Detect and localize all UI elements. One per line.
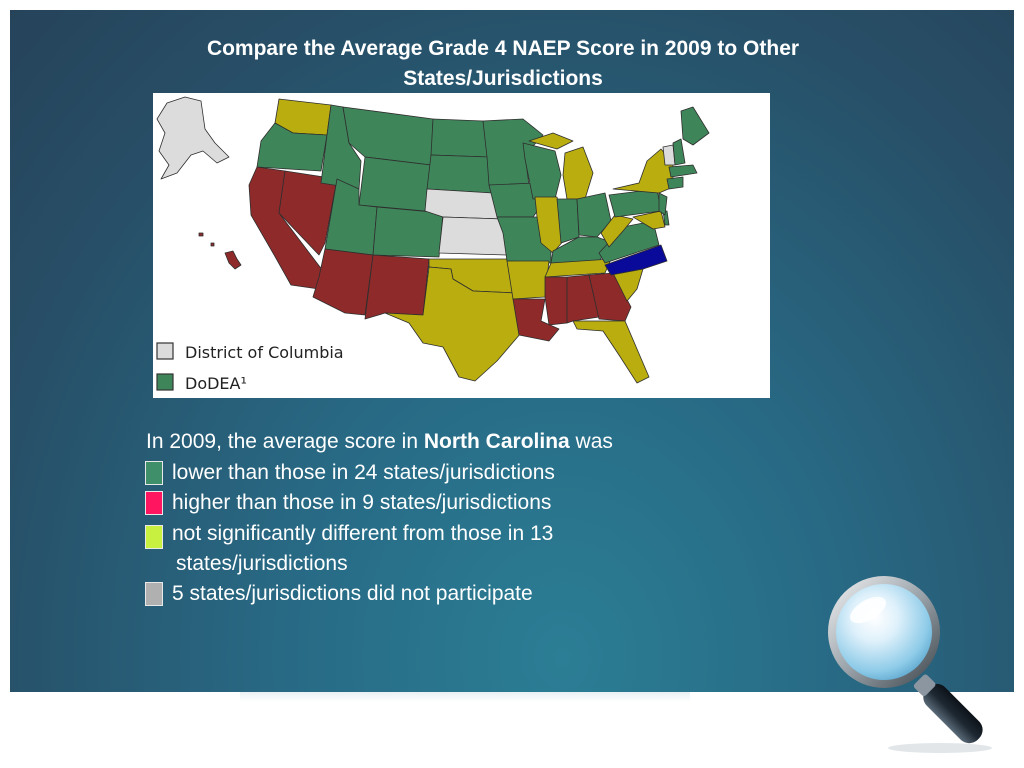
state-hawaii-island-2 bbox=[210, 242, 215, 247]
state-tennessee bbox=[544, 258, 612, 278]
state-wyoming bbox=[358, 156, 432, 212]
state-arkansas bbox=[506, 260, 550, 300]
state-maryland bbox=[632, 210, 666, 230]
title-line-2: States/Jurisdictions bbox=[403, 67, 603, 90]
state-florida bbox=[572, 320, 650, 384]
legend-label-dodea: DoDEA¹ bbox=[185, 374, 247, 393]
legend-swatch-dodea bbox=[156, 373, 174, 391]
state-indiana bbox=[556, 198, 580, 244]
map-svg: District of Columbia DoDEA¹ bbox=[156, 96, 710, 393]
state-georgia bbox=[588, 272, 632, 322]
state-alaska bbox=[156, 96, 230, 180]
intro-text-after: was bbox=[569, 430, 613, 453]
state-hawaii-island bbox=[198, 232, 204, 237]
state-connecticut bbox=[666, 176, 684, 190]
state-new-hampshire bbox=[672, 138, 686, 166]
state-kansas bbox=[438, 216, 508, 256]
state-north-carolina bbox=[604, 244, 668, 276]
summary-row-lower-text: lower than those in 24 states/jurisdicti… bbox=[172, 461, 555, 484]
magnifying-glass-icon bbox=[820, 570, 1000, 760]
us-state-map: District of Columbia DoDEA¹ bbox=[153, 93, 770, 398]
summary-row-np-text: 5 states/jurisdictions did not participa… bbox=[172, 582, 533, 605]
slide-reflection bbox=[240, 692, 690, 702]
state-michigan bbox=[562, 146, 594, 200]
legend-swatch-not-participating bbox=[145, 582, 163, 606]
state-oregon bbox=[256, 122, 328, 172]
summary-row-ns-text: not significantly different from those i… bbox=[172, 522, 554, 545]
state-texas bbox=[384, 266, 522, 382]
state-massachusetts bbox=[668, 164, 698, 178]
state-new-jersey bbox=[658, 192, 668, 216]
state-arizona bbox=[312, 248, 374, 316]
state-alabama bbox=[566, 274, 600, 324]
legend-swatch-higher bbox=[145, 491, 163, 515]
state-michigan-up bbox=[528, 132, 574, 150]
legend-swatch-dc bbox=[156, 342, 174, 360]
state-maine bbox=[680, 106, 710, 146]
summary-intro: In 2009, the average score in North Caro… bbox=[146, 430, 613, 454]
state-hawaii bbox=[224, 250, 242, 270]
summary-row-higher-text: higher than those in 9 states/jurisdicti… bbox=[172, 491, 552, 514]
legend-label-dc: District of Columbia bbox=[185, 343, 344, 362]
summary-row-ns-continuation-text: states/jurisdictions bbox=[176, 552, 348, 575]
state-north-dakota bbox=[430, 118, 490, 158]
state-name: North Carolina bbox=[423, 430, 570, 453]
state-new-mexico bbox=[364, 254, 430, 320]
state-west-virginia bbox=[600, 214, 634, 248]
map-legend: District of Columbia DoDEA¹ bbox=[156, 342, 344, 393]
title-line-1: Compare the Average Grade 4 NAEP Score i… bbox=[206, 37, 800, 60]
legend-swatch-not-significant bbox=[145, 525, 163, 549]
state-mississippi bbox=[544, 276, 568, 326]
state-colorado bbox=[372, 206, 444, 258]
legend-swatch-lower bbox=[145, 461, 163, 485]
intro-text-before: In 2009, the average score in bbox=[146, 430, 424, 453]
slide-title: Compare the Average Grade 4 NAEP Score i… bbox=[130, 34, 876, 94]
state-south-dakota bbox=[426, 154, 492, 194]
